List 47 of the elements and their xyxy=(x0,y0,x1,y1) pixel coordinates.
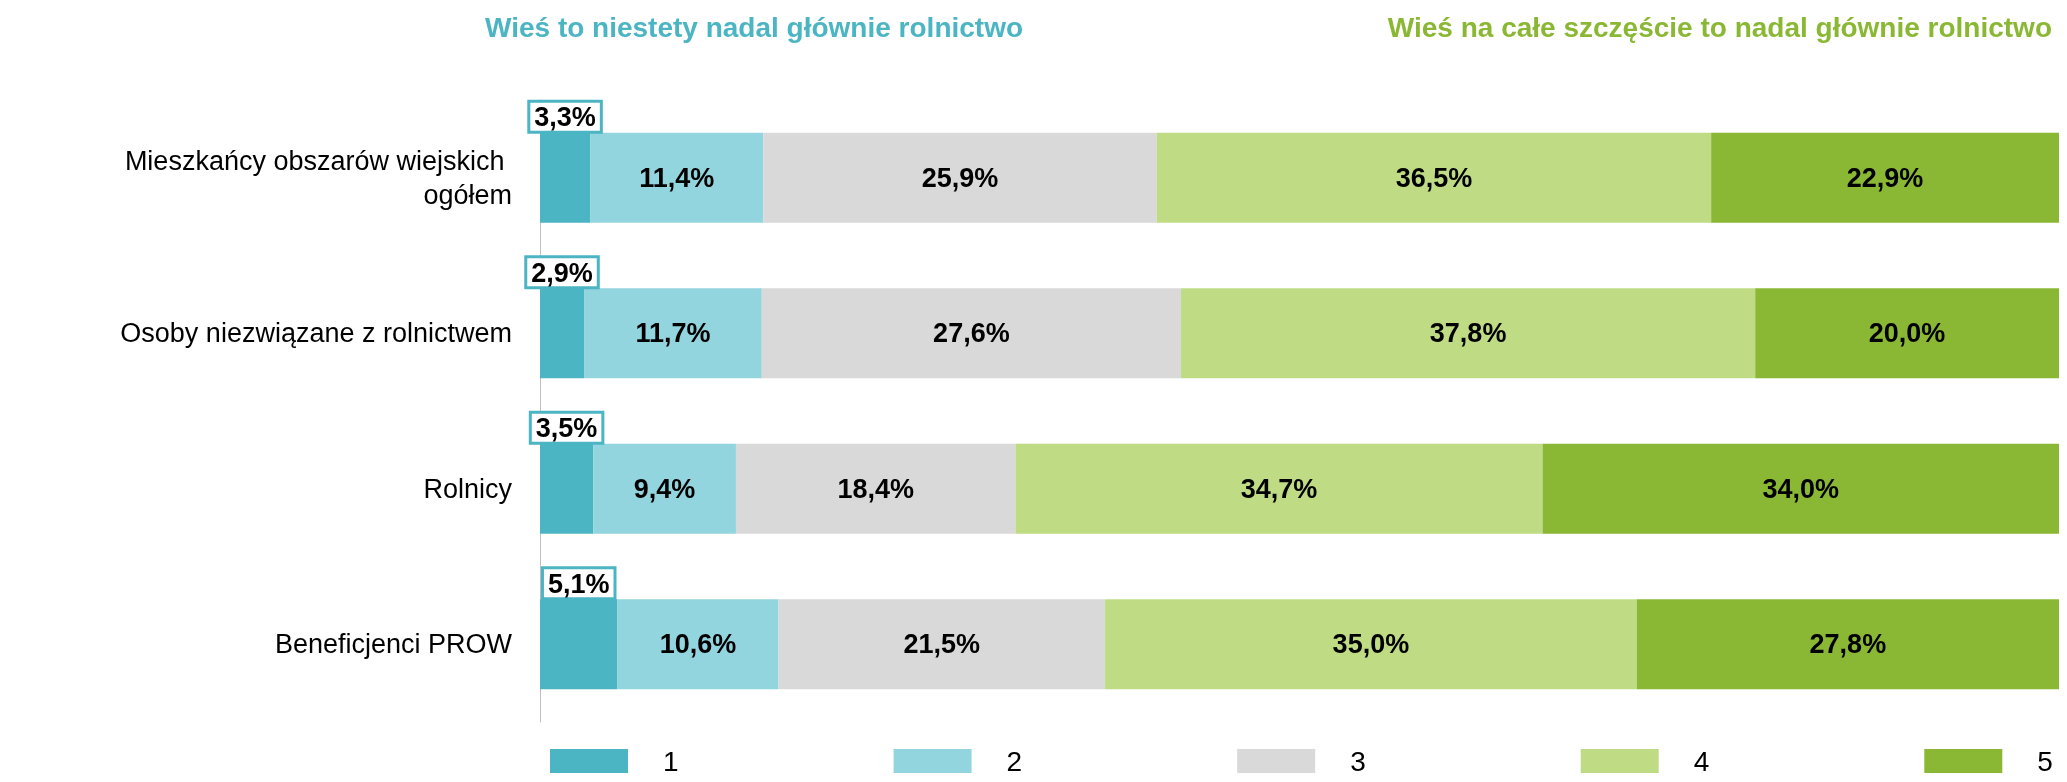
bar xyxy=(584,288,762,379)
bar xyxy=(1181,288,1756,379)
data-label: 34,7% xyxy=(1240,473,1318,504)
y-tick-label: Beneficjenci PROW xyxy=(274,629,513,660)
data-label: 34,0% xyxy=(1762,473,1840,504)
y-tick-label: Osoby niezwiązane z rolnictwem xyxy=(120,318,512,349)
bar xyxy=(1015,443,1543,534)
data-label: 2,9% xyxy=(531,257,593,288)
data-label: 10,6% xyxy=(659,629,737,660)
bar xyxy=(761,288,1182,379)
bar xyxy=(593,443,736,534)
data-label: 35,0% xyxy=(1332,629,1410,660)
bar xyxy=(1156,132,1712,223)
y-tick-label: Mieszkańcy obszarów wiejskich ogółem xyxy=(124,145,512,210)
bar xyxy=(1711,132,2059,223)
bar xyxy=(763,132,1157,223)
data-label: 25,9% xyxy=(921,162,999,193)
data-label: 37,8% xyxy=(1429,318,1507,349)
legend-label: 5 xyxy=(2037,745,2053,777)
y-tick-label: Rolnicy xyxy=(423,473,513,504)
data-label: 36,5% xyxy=(1395,162,1473,193)
legend-label: 3 xyxy=(1350,745,1366,777)
data-label: 3,3% xyxy=(534,102,596,133)
text: Wieś to niestety nadal głównie rolnictwo xyxy=(485,11,1024,43)
data-label: 11,7% xyxy=(635,318,711,349)
bar xyxy=(1542,443,2059,534)
legend-label: 2 xyxy=(1006,745,1023,777)
data-label: 27,6% xyxy=(933,318,1010,349)
text: Wieś na całe szczęście to nadal głównie rolnictwo xyxy=(1387,11,2053,43)
data-label: 18,4% xyxy=(837,473,914,504)
bar xyxy=(1755,288,2059,379)
data-label: 3,5% xyxy=(535,413,598,444)
bar xyxy=(1105,599,1637,690)
data-label: 27,8% xyxy=(1809,629,1887,660)
data-label: 21,5% xyxy=(903,629,981,660)
legend-label: 1 xyxy=(663,745,679,777)
bar xyxy=(735,443,1016,534)
data-label: 11,4% xyxy=(639,162,715,193)
bar xyxy=(617,599,779,690)
data-label: 9,4% xyxy=(633,473,696,504)
data-label: 20,0% xyxy=(1868,318,1946,349)
bar xyxy=(590,132,764,223)
legend-label: 4 xyxy=(1693,745,1710,777)
data-label: 5,1% xyxy=(547,568,610,599)
bar xyxy=(778,599,1106,690)
data-label: 22,9% xyxy=(1846,162,1924,193)
bar xyxy=(1636,599,2059,690)
